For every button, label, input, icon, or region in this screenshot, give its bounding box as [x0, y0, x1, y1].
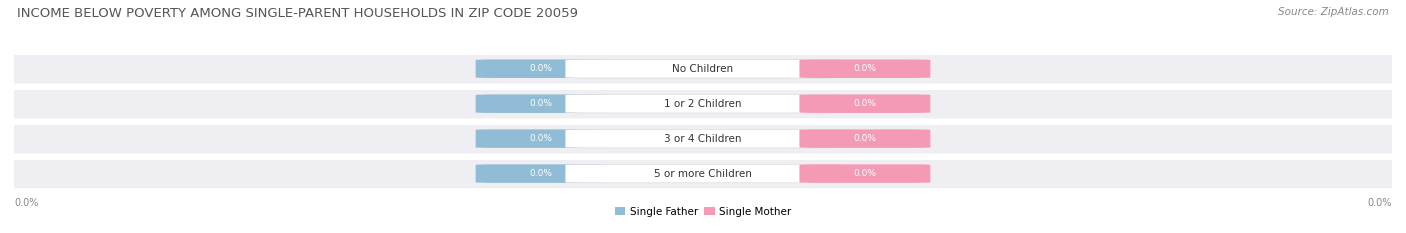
FancyBboxPatch shape: [0, 54, 1406, 83]
Text: 0.0%: 0.0%: [530, 169, 553, 178]
Text: 0.0%: 0.0%: [14, 198, 38, 208]
FancyBboxPatch shape: [565, 129, 841, 148]
FancyBboxPatch shape: [800, 129, 931, 148]
Text: 3 or 4 Children: 3 or 4 Children: [664, 134, 742, 144]
FancyBboxPatch shape: [0, 159, 1406, 188]
FancyBboxPatch shape: [475, 94, 606, 113]
FancyBboxPatch shape: [475, 164, 606, 183]
Text: Source: ZipAtlas.com: Source: ZipAtlas.com: [1278, 7, 1389, 17]
Text: INCOME BELOW POVERTY AMONG SINGLE-PARENT HOUSEHOLDS IN ZIP CODE 20059: INCOME BELOW POVERTY AMONG SINGLE-PARENT…: [17, 7, 578, 20]
FancyBboxPatch shape: [475, 129, 606, 148]
FancyBboxPatch shape: [0, 89, 1406, 118]
Text: 0.0%: 0.0%: [853, 64, 876, 73]
Text: 0.0%: 0.0%: [530, 134, 553, 143]
FancyBboxPatch shape: [800, 164, 931, 183]
Text: 0.0%: 0.0%: [530, 64, 553, 73]
Text: 5 or more Children: 5 or more Children: [654, 169, 752, 178]
Text: 0.0%: 0.0%: [530, 99, 553, 108]
FancyBboxPatch shape: [565, 59, 841, 78]
Text: 0.0%: 0.0%: [853, 134, 876, 143]
FancyBboxPatch shape: [475, 59, 606, 78]
Text: 0.0%: 0.0%: [853, 169, 876, 178]
Legend: Single Father, Single Mother: Single Father, Single Mother: [614, 207, 792, 217]
FancyBboxPatch shape: [800, 94, 931, 113]
FancyBboxPatch shape: [800, 59, 931, 78]
Text: No Children: No Children: [672, 64, 734, 74]
Text: 0.0%: 0.0%: [853, 99, 876, 108]
FancyBboxPatch shape: [565, 164, 841, 183]
FancyBboxPatch shape: [565, 94, 841, 113]
Text: 0.0%: 0.0%: [1368, 198, 1392, 208]
Text: 1 or 2 Children: 1 or 2 Children: [664, 99, 742, 109]
FancyBboxPatch shape: [0, 124, 1406, 153]
